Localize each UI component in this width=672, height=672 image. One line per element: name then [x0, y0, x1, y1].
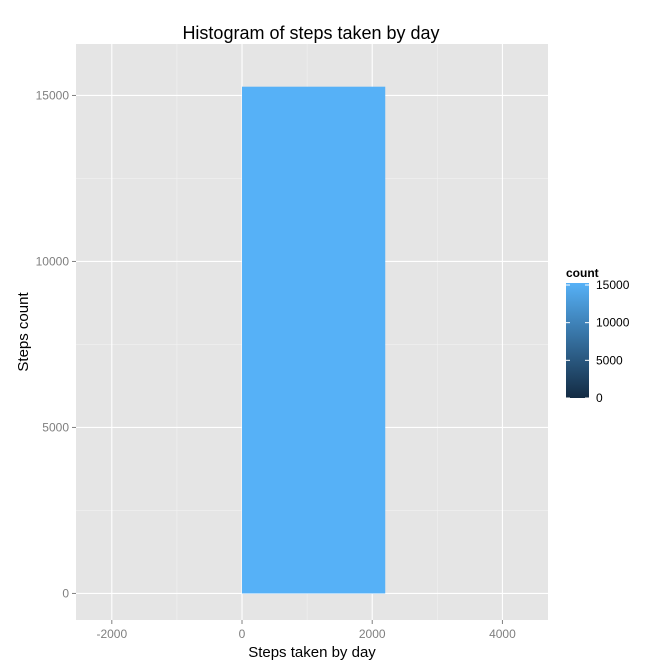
- legend-ticks: 0 5000 10000 15000: [566, 278, 630, 405]
- legend-colorbar: [566, 283, 589, 398]
- color-legend: count 0 5000 10000 15000: [566, 266, 630, 405]
- histogram-bars: [242, 86, 386, 594]
- y-tick-label: 15000: [36, 88, 70, 102]
- x-axis-title: Steps taken by day: [248, 644, 376, 661]
- legend-tick-label: 15000: [596, 278, 630, 292]
- x-tick-label: 4000: [489, 627, 516, 641]
- x-tick-label: 0: [239, 627, 246, 641]
- legend-tick-label: 10000: [596, 316, 630, 330]
- y-tick-label: 5000: [42, 420, 69, 434]
- x-tick-label: 2000: [359, 627, 386, 641]
- histogram-bar: [242, 86, 386, 594]
- y-tick-label: 0: [62, 586, 69, 600]
- y-axis-title: Steps count: [15, 292, 32, 372]
- y-axis-ticks: 0 5000 10000 15000: [36, 88, 76, 600]
- legend-tick-label: 0: [596, 391, 603, 405]
- legend-tick-label: 5000: [596, 353, 623, 367]
- chart-title: Histogram of steps taken by day: [182, 23, 439, 43]
- legend-title: count: [566, 266, 599, 280]
- y-tick-label: 10000: [36, 254, 70, 268]
- x-axis-ticks: -2000 0 2000 4000: [96, 620, 516, 641]
- x-tick-label: -2000: [96, 627, 127, 641]
